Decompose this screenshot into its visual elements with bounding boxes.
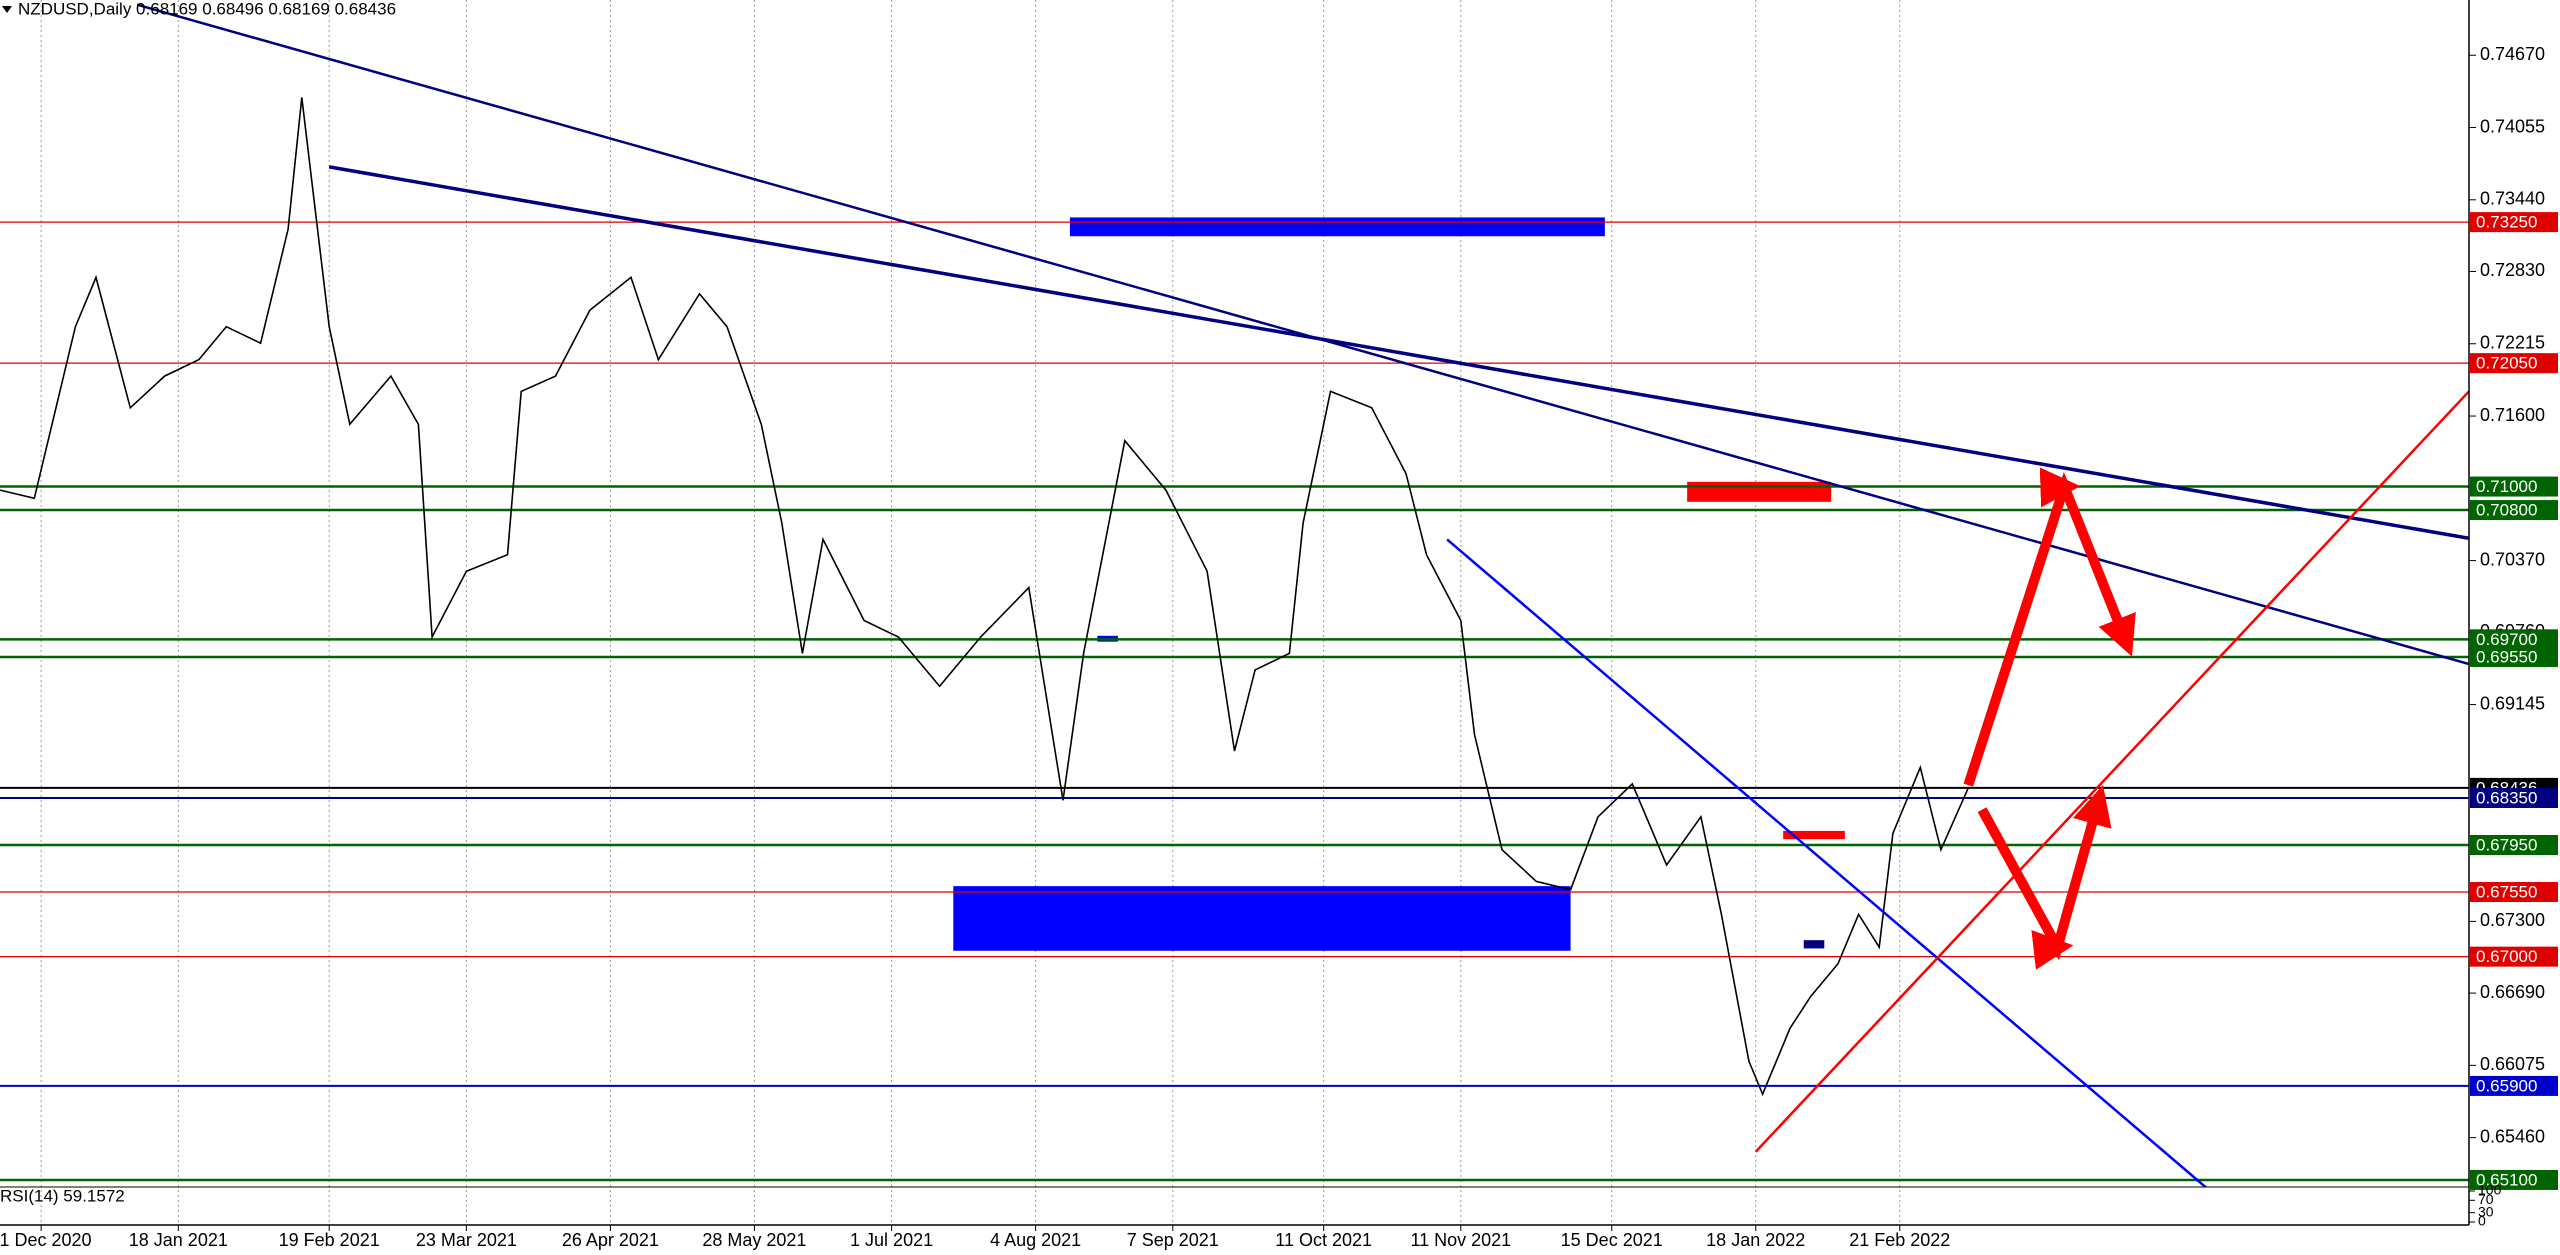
rsi-tick-label: 30 [2478,1203,2494,1219]
level-label: 0.65100 [2476,1170,2537,1189]
y-tick-label: 0.74670 [2480,44,2545,64]
x-tick-label: 4 Aug 2021 [990,1230,1081,1250]
level-label-box [2470,1169,2558,1190]
rsi-label: RSI(14) 59.1572 [0,1186,125,1205]
level-label-box [2470,353,2558,374]
x-tick-label: 15 Dec 2021 [1561,1230,1663,1250]
x-tick-label: 11 Oct 2021 [1275,1230,1372,1250]
level-label: 0.72050 [2476,354,2537,373]
y-tick-label: 0.72830 [2480,260,2545,280]
level-label: 0.69700 [2476,630,2537,649]
price-line [0,97,1970,1097]
arrow [1977,784,2112,970]
grid [40,0,1901,1225]
x-tick-label: 26 Apr 2021 [562,1230,659,1250]
level-label-box [2470,212,2558,233]
level-label-box [2470,629,2558,650]
level-label: 0.65900 [2476,1076,2537,1095]
y-tick-label: 0.73440 [2480,189,2545,209]
y-tick-label: 0.74055 [2480,116,2545,136]
level-label-box [2470,946,2558,967]
y-tick-label: 0.70370 [2480,549,2545,569]
rsi-tick-label: 0 [2478,1213,2486,1229]
level-label-box [2470,646,2558,667]
level-label: 0.67950 [2476,835,2537,854]
level-label-box [2470,787,2558,808]
zone [1069,217,1605,237]
rsi-tick-label: 100 [2478,1182,2502,1198]
arrow [1963,467,2136,787]
y-tick-label: 0.66075 [2480,1054,2545,1074]
y-tick-label: 0.71600 [2480,405,2545,425]
trendline [1446,538,2208,1187]
trendline [1754,390,2469,1153]
axes: 11 Dec 2020 18 Jan 2021 19 Feb 2021 23 Mar … [0,44,2558,1250]
x-tick-label: 7 Sep 2021 [1127,1230,1219,1250]
level-label: 0.67000 [2476,947,2537,966]
level-label: 0.69550 [2476,647,2537,666]
level-label-box [2470,835,2558,856]
zone [1783,830,1845,840]
x-tick-label: 21 Feb 2022 [1849,1230,1950,1250]
level-label-box [2470,500,2558,521]
zone [953,886,1571,951]
y-tick-label: 0.69145 [2480,693,2545,713]
y-tick-label: 0.67300 [2480,910,2545,930]
level-label: 0.70800 [2476,501,2537,520]
plot-area [0,3,2469,1187]
zone [1687,481,1832,502]
level-label-box [2470,1075,2558,1096]
level-label-box [2470,476,2558,497]
level-label-box [2470,882,2558,903]
level-label: 0.67550 [2476,882,2537,901]
x-tick-label: 23 Mar 2021 [416,1230,517,1250]
menu-triangle[interactable] [2,6,12,13]
y-tick-label: 0.66690 [2480,982,2545,1002]
x-tick-label: 11 Nov 2021 [1410,1230,1511,1250]
x-tick-label: 1 Jul 2021 [850,1230,933,1250]
rsi-tick-label: 70 [2478,1191,2494,1207]
y-tick-label: 0.65460 [2480,1126,2545,1146]
x-tick-label: 18 Jan 2022 [1706,1230,1805,1250]
chart-title: NZDUSD,Daily 0.68169 0.68496 0.68169 0.6… [18,0,396,18]
zone [1803,940,1825,949]
x-tick-label: 18 Jan 2021 [129,1230,228,1250]
y-tick-label: 0.72215 [2480,333,2545,353]
level-label: 0.73250 [2476,213,2537,232]
level-label: 0.71000 [2476,477,2537,496]
x-tick-label: 19 Feb 2021 [279,1230,380,1250]
x-tick-label: 11 Dec 2020 [0,1230,92,1250]
x-tick-label: 28 May 2021 [702,1230,806,1250]
level-label: 0.68350 [2476,788,2537,807]
